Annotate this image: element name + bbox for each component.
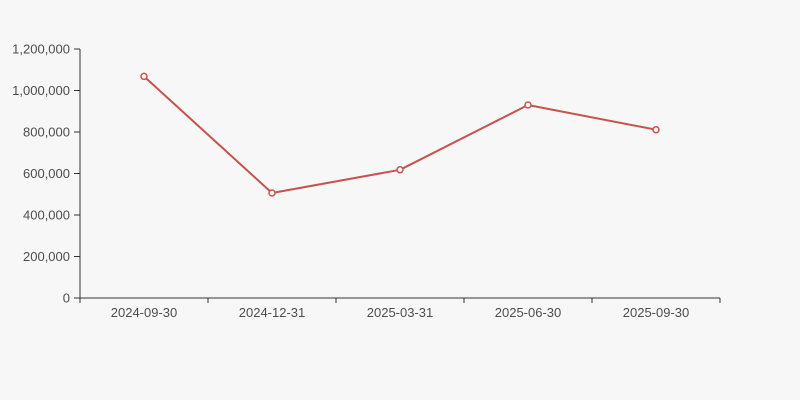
series-line	[143, 75, 657, 194]
y-axis-label: 1,200,000	[12, 42, 70, 57]
y-axis-label: 400,000	[23, 208, 70, 223]
x-axis-label: 2024-12-31	[239, 305, 306, 320]
x-axis-label: 2025-03-31	[367, 305, 434, 320]
data-point-marker[interactable]	[140, 72, 148, 81]
data-point-marker[interactable]	[268, 189, 276, 197]
x-axis-label: 2024-09-30	[111, 305, 178, 320]
y-axis-label: 0	[63, 291, 70, 306]
y-axis-label: 200,000	[23, 249, 70, 264]
y-axis-label: 1,000,000	[12, 83, 70, 98]
data-point-marker[interactable]	[652, 125, 660, 134]
data-point-marker[interactable]	[396, 166, 404, 174]
y-axis-label: 800,000	[23, 125, 70, 140]
y-axis-label: 600,000	[23, 166, 70, 181]
data-point-marker[interactable]	[524, 101, 532, 109]
x-axis-label: 2025-06-30	[495, 305, 562, 320]
x-axis-label: 2025-09-30	[623, 305, 690, 320]
